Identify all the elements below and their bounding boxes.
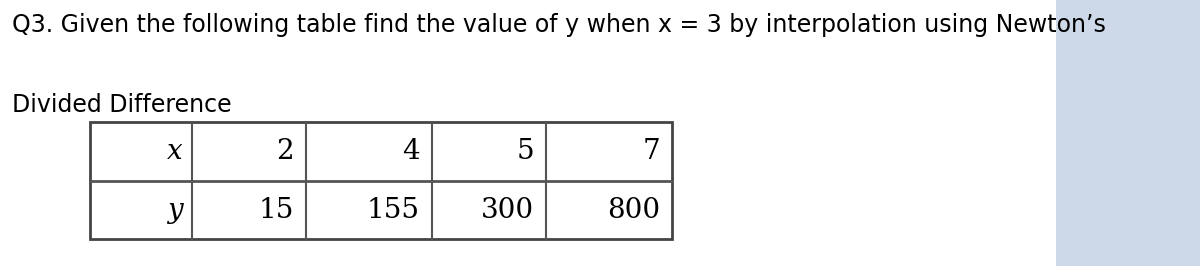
Text: x: x [167,138,182,165]
Bar [90,122,672,239]
Text: 300: 300 [481,197,534,224]
Text: Q3. Given the following table find the value of y when x = 3 by interpolation us: Q3. Given the following table find the v… [12,13,1106,37]
Text: 7: 7 [642,138,660,165]
Text: y: y [167,197,182,224]
Text: 2: 2 [276,138,294,165]
Text: 800: 800 [607,197,660,224]
Text: 5: 5 [516,138,534,165]
Text: 4: 4 [402,138,420,165]
Text: 15: 15 [259,197,294,224]
Text: Divided Difference: Divided Difference [12,93,232,117]
Text: 155: 155 [367,197,420,224]
